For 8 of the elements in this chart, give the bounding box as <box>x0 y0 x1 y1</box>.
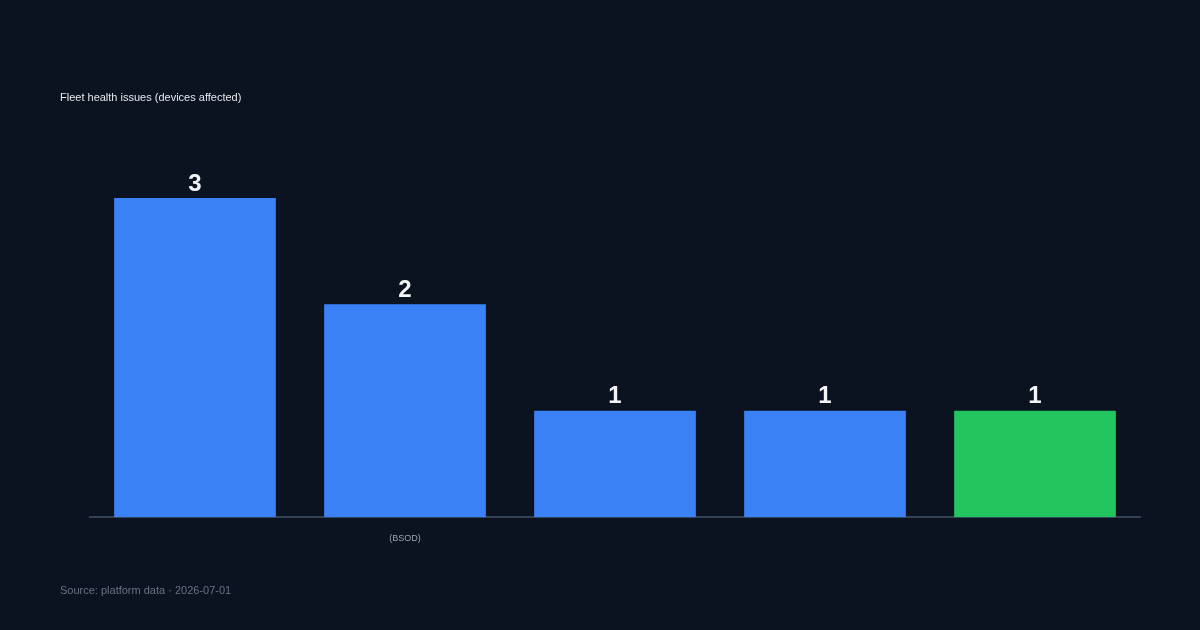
data-label: 3 <box>188 168 202 196</box>
data-label: 1 <box>608 381 622 409</box>
data-label: 1 <box>1028 381 1042 409</box>
chart-subtitle: Fleet health issues (devices affected) <box>60 91 242 103</box>
data-label: 2 <box>398 274 412 302</box>
source-note: Source: platform data · 2026-07-01 <box>60 584 232 596</box>
data-label: 1 <box>818 381 832 409</box>
x-tick-label: (BSOD) <box>389 533 421 544</box>
